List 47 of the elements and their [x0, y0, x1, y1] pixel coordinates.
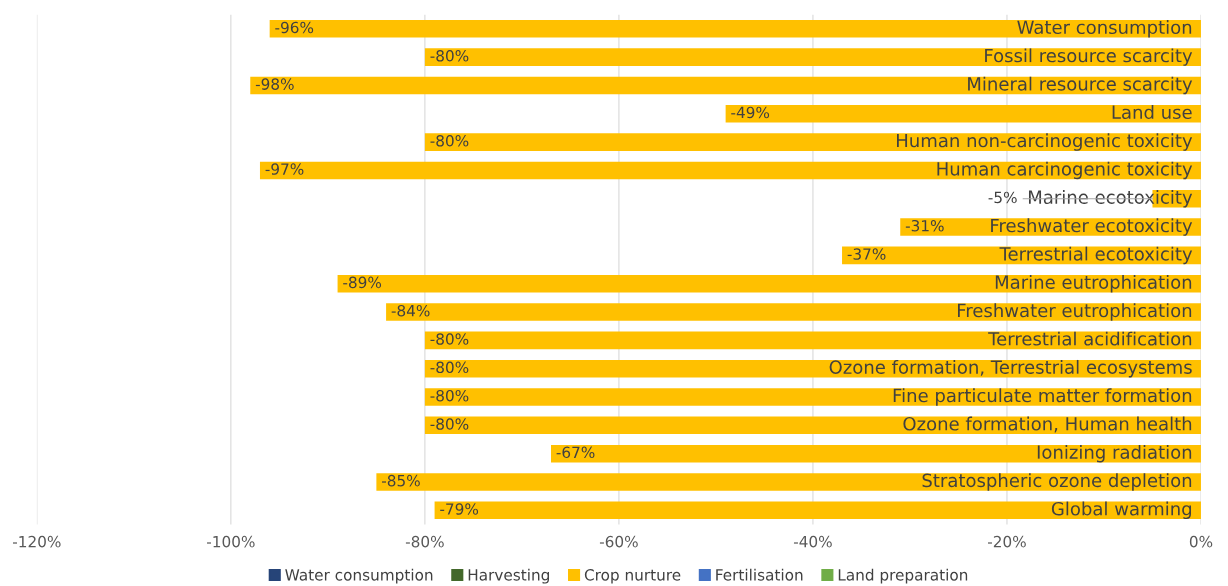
- legend-label: Harvesting: [468, 568, 549, 584]
- x-tick-label: -40%: [793, 535, 832, 548]
- x-tick-label: 0%: [1189, 535, 1213, 548]
- data-label: -49%: [731, 106, 770, 119]
- y-tick-label: Freshwater ecotoxicity: [991, 218, 1193, 236]
- legend-label: Water consumption: [285, 568, 433, 584]
- x-tick-label: -120%: [12, 535, 61, 548]
- data-label: -96%: [275, 21, 314, 34]
- y-tick-label: Marine eutrophication: [995, 274, 1192, 293]
- y-tick-label: Human non-carcinogenic toxicity: [897, 133, 1193, 151]
- y-tick-label: Ionizing radiation: [1037, 444, 1192, 463]
- data-label: -80%: [430, 134, 469, 147]
- y-tick-label: Terrestrial ecotoxicity: [999, 246, 1193, 265]
- legend-label: Land preparation: [838, 568, 968, 584]
- data-label: -31%: [905, 219, 944, 232]
- data-label: -89%: [343, 276, 382, 289]
- y-tick-label: Ozone formation, Terrestrial ecosystems: [829, 359, 1192, 378]
- data-label: -67%: [556, 446, 595, 459]
- y-tick-label: Fossil resource scarcity: [985, 48, 1193, 66]
- y-tick-label: Stratospheric ozone depletion: [922, 473, 1192, 491]
- data-label: -80%: [430, 418, 469, 430]
- y-tick-label: Human carcinogenic toxicity: [937, 161, 1193, 180]
- data-label: -98%: [255, 78, 294, 90]
- x-tick-label: -20%: [987, 535, 1026, 548]
- data-label: -85%: [381, 474, 420, 487]
- x-tick-label: -60%: [599, 535, 638, 548]
- y-tick-label: Ozone formation, Human health: [903, 416, 1192, 433]
- data-label: -84%: [391, 304, 430, 317]
- y-tick-label: Terrestrial acidification: [988, 331, 1192, 346]
- y-tick-label: Global warming: [1051, 501, 1192, 520]
- x-tick-label: -100%: [207, 535, 255, 548]
- data-label: -80%: [430, 50, 469, 62]
- data-label: -79%: [440, 503, 479, 515]
- y-tick-label: Land use: [1112, 105, 1192, 120]
- y-tick-label: Water consumption: [1017, 20, 1192, 38]
- y-tick-label: Freshwater eutrophication: [958, 303, 1192, 321]
- data-label: -80%: [430, 333, 469, 345]
- data-label: -5%: [988, 191, 1017, 204]
- y-tick-label: Fine particulate matter formation: [893, 388, 1192, 406]
- legend-label: Fertilisation: [716, 568, 803, 581]
- x-tick-label: -80%: [405, 535, 444, 548]
- legend-label: Crop nurture: [584, 569, 681, 584]
- data-label: -97%: [265, 163, 304, 175]
- data-label: -80%: [430, 389, 469, 402]
- data-label: -37%: [847, 248, 886, 260]
- y-tick-label: Mineral resource scarcity: [968, 76, 1193, 95]
- data-label: -80%: [430, 361, 469, 374]
